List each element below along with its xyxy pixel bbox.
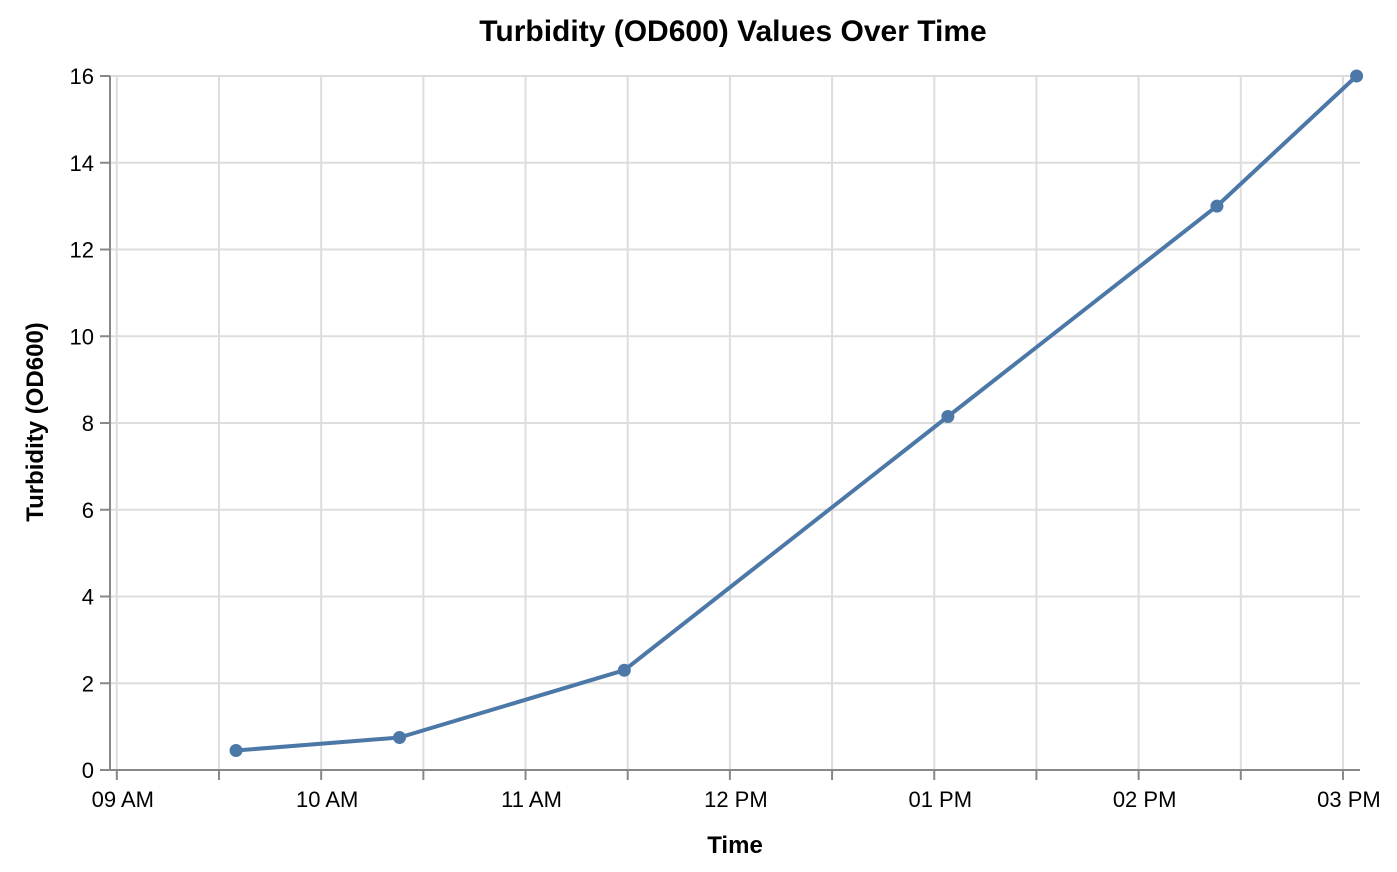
x-tick-label: 03 PM [1317, 787, 1381, 812]
x-axis-title: Time [707, 832, 763, 859]
series [229, 69, 1364, 757]
data-point[interactable] [1210, 199, 1224, 213]
y-tick-label: 2 [82, 671, 94, 696]
data-point[interactable] [229, 743, 243, 757]
y-tick-label: 0 [82, 758, 94, 783]
x-tick-label: 10 AM [296, 787, 358, 812]
y-tick-label: 10 [70, 324, 94, 349]
x-tick-label: 09 AM [92, 787, 154, 812]
x-tick-label: 12 PM [704, 787, 768, 812]
x-tick-label: 02 PM [1113, 787, 1177, 812]
grid [110, 75, 1360, 771]
chart-title: Turbidity (OD600) Values Over Time [479, 15, 986, 48]
y-tick-label: 14 [70, 151, 94, 176]
axes: 09 AM 10 AM 11 AM 12 PM 01 PM 02 PM 03 PM 0 2 4 6 8… [70, 64, 1381, 812]
x-tick-label: 11 AM [501, 787, 562, 812]
series-line [234, 74, 1359, 753]
y-tick-label: 4 [82, 585, 94, 610]
y-tick-label: 16 [70, 64, 94, 89]
x-tick-label: 01 PM [908, 787, 972, 812]
y-tick-label: 12 [70, 238, 94, 263]
data-point[interactable] [941, 409, 955, 423]
data-point[interactable] [1350, 69, 1364, 83]
y-tick-label: 8 [82, 411, 94, 436]
y-axis-title: Turbidity (OD600) [22, 322, 49, 522]
data-point[interactable] [617, 663, 631, 677]
y-tick-label: 6 [82, 498, 94, 523]
data-point[interactable] [393, 730, 407, 744]
